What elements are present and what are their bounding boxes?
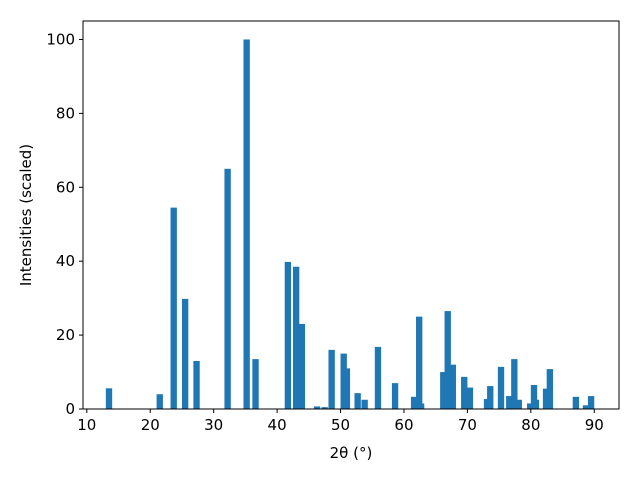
bar <box>361 399 368 409</box>
bar <box>410 396 418 409</box>
y-tick-label: 40 <box>56 252 75 270</box>
bar <box>252 359 259 409</box>
bar <box>444 311 451 409</box>
x-tick-label: 20 <box>141 416 160 434</box>
y-tick-label: 60 <box>56 178 75 196</box>
bar <box>416 316 423 409</box>
bar <box>170 207 177 409</box>
bar <box>354 393 361 409</box>
bar <box>298 324 306 409</box>
x-tick-label: 30 <box>204 416 223 434</box>
bar <box>224 168 231 409</box>
bar <box>374 346 382 409</box>
bar <box>321 407 328 409</box>
bar <box>417 403 425 409</box>
bar <box>461 376 468 409</box>
x-tick-label: 50 <box>331 416 350 434</box>
bar <box>532 399 540 409</box>
bar <box>511 359 518 409</box>
bar <box>156 394 163 409</box>
y-tick-label: 20 <box>56 326 75 344</box>
bar <box>582 405 590 409</box>
bar <box>284 261 292 409</box>
bar <box>193 360 200 409</box>
bar <box>391 383 399 409</box>
x-tick-label: 40 <box>268 416 287 434</box>
bar <box>243 39 250 409</box>
bar <box>466 387 474 409</box>
bar <box>572 396 580 409</box>
bar <box>497 366 505 409</box>
y-tick-label: 100 <box>46 30 75 48</box>
x-tick-label: 90 <box>585 416 604 434</box>
bar <box>343 368 351 409</box>
x-tick-label: 70 <box>458 416 477 434</box>
bar <box>542 388 550 409</box>
bar <box>587 396 595 409</box>
bar <box>105 388 113 409</box>
bar <box>449 364 456 409</box>
bar <box>440 372 447 409</box>
x-tick-label: 60 <box>394 416 413 434</box>
y-axis-label: Intensities (scaled) <box>17 144 35 286</box>
y-tick-label: 80 <box>56 104 75 122</box>
y-tick-label: 0 <box>65 400 75 418</box>
bar <box>313 406 321 409</box>
bar <box>292 266 300 409</box>
x-tick-label: 80 <box>521 416 540 434</box>
x-tick-label: 10 <box>77 416 96 434</box>
bar <box>181 298 189 409</box>
plot-frame <box>82 20 620 410</box>
bar <box>506 396 513 409</box>
bar <box>527 403 534 409</box>
bar <box>328 349 335 409</box>
x-axis-label: 2θ (°) <box>330 444 373 462</box>
bar <box>530 384 538 409</box>
bar <box>487 386 494 409</box>
bar <box>515 399 522 409</box>
bar <box>546 369 554 409</box>
